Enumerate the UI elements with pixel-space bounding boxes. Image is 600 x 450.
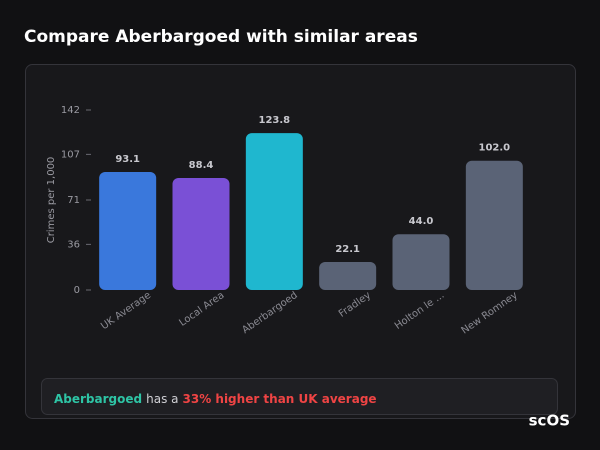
bar [172,177,230,290]
logo: scOS [529,412,570,430]
summary-highlight: 33% higher than UK average [183,392,377,406]
y-tick-label: 107 [61,149,80,160]
bar [245,133,303,290]
value-label: 44.0 [409,216,434,227]
y-tick-label: 0 [74,285,80,296]
summary-text: has a [146,392,178,406]
y-tick-label: 71 [67,195,80,206]
summary-area: Aberbargoed [54,392,142,406]
summary-text: Aberbargoed has a 33% higher than UK avera… [54,392,377,406]
y-tick-label: 142 [61,105,80,116]
value-label: 123.8 [259,115,291,126]
bar [319,261,377,290]
y-tick-label: 36 [67,239,80,250]
value-label: 88.4 [189,160,214,171]
bar [465,160,523,290]
page-title: Compare Aberbargoed with similar areas [24,27,418,47]
summary-box [41,378,558,415]
value-label: 102.0 [479,143,511,154]
y-axis-label: Crimes per 1,000 [46,157,57,244]
value-label: 93.1 [115,154,140,165]
value-label: 22.1 [335,244,360,255]
bar [392,234,450,290]
bar [99,171,157,290]
